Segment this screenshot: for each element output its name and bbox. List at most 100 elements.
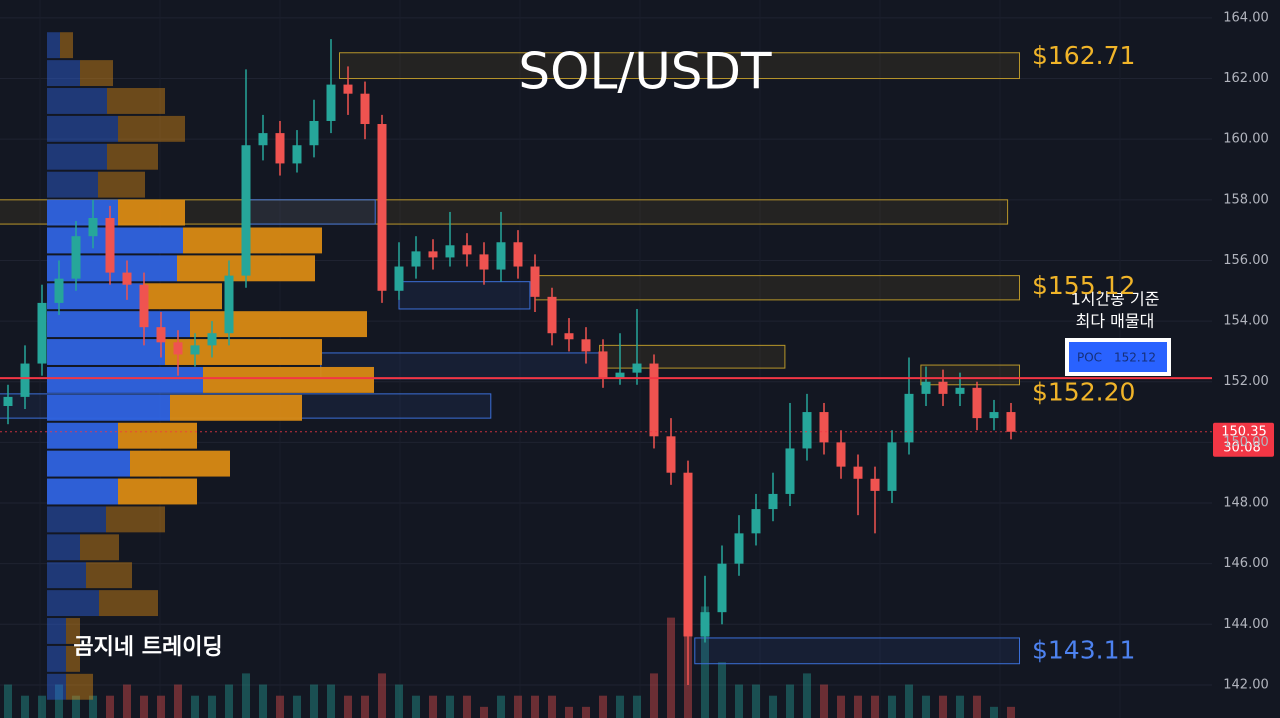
candle-body [343,84,353,94]
candle-body [547,296,557,334]
level-label: $155.12 [1032,271,1135,300]
candle-body [666,436,676,473]
profile-sell [118,199,185,226]
volume-bar [939,695,947,718]
countdown: 30:08 [1223,440,1260,455]
profile-sell [165,339,322,365]
profile-buy [47,450,130,477]
y-tick-label: 154.00 [1223,314,1269,329]
volume-bar [191,695,199,718]
volume-bar [72,695,80,718]
level-label: $162.71 [1032,41,1135,70]
profile-buy [47,618,66,644]
profile-buy [47,562,86,589]
y-tick-label: 156.00 [1223,253,1269,268]
profile-sell [66,618,80,644]
candle-body [360,93,370,125]
volume-bar [38,695,46,718]
profile-buy [47,339,165,365]
profile-buy [47,60,80,87]
level-label: $143.11 [1032,635,1135,664]
profile-buy [47,311,190,338]
volume-bar [616,695,624,718]
candle-body [20,363,30,397]
volume-bar [361,695,369,718]
candle-body [870,478,880,491]
candle-body [836,442,846,467]
y-tick-label: 158.00 [1223,192,1269,207]
candle-body [394,266,404,291]
profile-sell [66,645,80,672]
profile-sell [190,311,367,338]
volume-bar [106,695,114,718]
candles [3,39,1016,685]
zone [694,637,1020,665]
y-tick-label: 144.00 [1223,617,1269,632]
volume-bar [582,706,590,718]
volume-bar [633,695,641,718]
volume-bar [157,695,165,718]
candle-body [921,381,931,394]
level-label: $152.20 [1032,378,1135,407]
profile-sell [98,171,145,198]
profile-sell [60,32,73,59]
candle-body [802,412,812,449]
volume-bar [803,673,811,718]
candle-body [3,396,13,406]
watermark: 곰지네 트레이딩 [73,635,222,660]
y-tick-label: 148.00 [1223,496,1269,511]
profile-sell [118,478,197,505]
profile-buy [47,32,60,59]
volume-bar [497,695,505,718]
zone [920,364,1021,386]
candle-body [326,84,336,121]
volume-bar [225,684,233,718]
profile-buy [47,534,80,561]
volume-bar [208,695,216,718]
profile-sell [106,506,165,533]
profile-buy [47,143,107,170]
y-tick-label: 146.00 [1223,556,1269,571]
candle-body [955,387,965,394]
volume [4,573,1015,718]
candle-body [377,124,387,291]
volume-bar [174,684,182,718]
y-tick-label: 160.00 [1223,132,1269,147]
profile-buy [47,673,66,700]
volume-bar [565,706,573,718]
candle-body [309,120,319,146]
candle-body [615,372,625,379]
candle-body [37,302,47,364]
volume-bar [548,695,556,718]
candle-body [292,145,302,164]
y-tick-label: 150.00 [1223,435,1269,450]
volume-bar [276,695,284,718]
profile-sell [107,88,165,114]
profile-buy [47,394,170,421]
volume-bar [820,684,828,718]
volume-bar [310,684,318,718]
y-tick-label: 162.00 [1223,71,1269,86]
volume-bar [480,706,488,718]
volume-bar [21,695,29,718]
candle-body [768,493,778,510]
candle-body [139,284,149,328]
candle-body [122,272,132,285]
profile-buy [47,366,203,393]
profile-buy [47,88,107,114]
volume-bar [242,673,250,718]
volume-bar [786,684,794,718]
volume-bar [531,695,539,718]
profile-buy [47,422,118,449]
volume-bar [4,684,12,718]
volume-bar [514,695,522,718]
candle-body [207,333,217,346]
volume-bar [89,695,97,718]
candle-body [700,612,710,637]
profile-sell [107,143,158,170]
profile-sell [170,394,302,421]
profile-sell [86,562,132,589]
candle-body [445,245,455,258]
volume-bar [650,673,658,718]
